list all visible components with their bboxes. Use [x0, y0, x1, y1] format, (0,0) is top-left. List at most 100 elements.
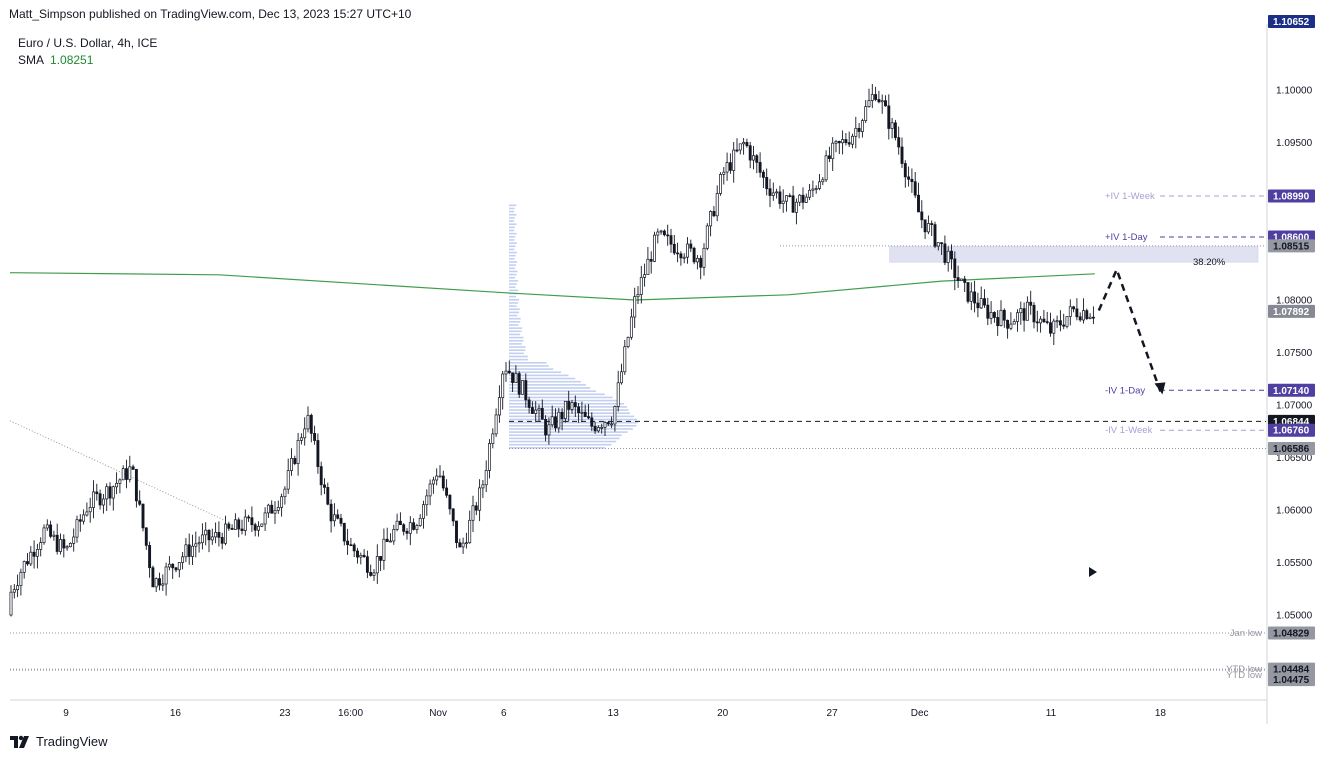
- sma-legend[interactable]: SMA 1.08251: [18, 52, 157, 69]
- candle-body: [877, 99, 881, 103]
- candle-body: [923, 219, 927, 233]
- candle-body: [115, 482, 119, 488]
- candle-body: [507, 370, 511, 374]
- candle: [626, 336, 630, 349]
- badge-bg: [1268, 441, 1315, 455]
- candle: [220, 532, 224, 550]
- candle-body: [32, 551, 36, 557]
- candle: [851, 133, 854, 149]
- candle: [326, 482, 330, 506]
- candle-body: [752, 155, 755, 161]
- candle: [821, 177, 825, 186]
- candle-body: [897, 137, 901, 148]
- candle-body: [722, 171, 726, 175]
- candle: [26, 553, 29, 566]
- candle-body: [72, 536, 76, 544]
- candle: [128, 455, 132, 483]
- badge-text: 1.10652: [1273, 17, 1310, 28]
- tradingview-footer[interactable]: TradingView: [10, 734, 108, 749]
- candle-body: [890, 122, 894, 129]
- candle: [570, 399, 574, 414]
- level-badge: 1.04475: [1268, 673, 1315, 687]
- candle: [897, 126, 901, 155]
- volume-bar: [509, 280, 518, 282]
- candle: [794, 198, 798, 225]
- candle: [1006, 319, 1010, 339]
- candle: [748, 141, 752, 169]
- candle-body: [356, 550, 359, 558]
- candle-body: [438, 475, 442, 478]
- candle: [524, 373, 528, 408]
- candle-body: [12, 589, 16, 593]
- badge-text: 1.08515: [1273, 241, 1310, 252]
- volume-bar: [509, 437, 620, 440]
- candle: [669, 228, 673, 253]
- candle-body: [1042, 318, 1046, 323]
- level-badge: 1.07140: [1268, 383, 1315, 397]
- volume-bar: [509, 217, 515, 219]
- candle-body: [105, 486, 109, 500]
- volume-bar: [509, 399, 620, 402]
- candle: [989, 301, 993, 325]
- time-tick-label: 27: [827, 708, 839, 719]
- badge-text: 1.08990: [1273, 192, 1310, 203]
- candle: [68, 542, 72, 548]
- candle: [290, 448, 293, 476]
- candle: [174, 566, 178, 573]
- candle-body: [200, 534, 204, 544]
- candle: [1025, 296, 1029, 321]
- volume-bar: [509, 421, 638, 424]
- candle-body: [1032, 304, 1036, 323]
- badge-text: 1.04475: [1273, 675, 1310, 686]
- candle-body: [1035, 321, 1039, 324]
- level-badge: 1.08515: [1268, 239, 1315, 253]
- candle-body: [187, 544, 191, 557]
- candle-body: [184, 544, 188, 558]
- price-axis[interactable]: 1.100001.095001.090001.085001.080001.075…: [1276, 86, 1313, 622]
- candle-body: [596, 427, 600, 432]
- candle: [108, 482, 112, 506]
- candle: [306, 406, 310, 433]
- symbol-title[interactable]: Euro / U.S. Dollar, 4h, ICE: [18, 36, 158, 50]
- candle-body: [649, 258, 653, 262]
- candle: [141, 503, 145, 532]
- candle: [771, 182, 775, 201]
- candle-body: [125, 468, 128, 480]
- candle: [507, 360, 511, 375]
- candle-body: [167, 563, 171, 568]
- candle-body: [197, 542, 201, 545]
- candle-body: [917, 194, 920, 213]
- candle-body: [273, 509, 277, 514]
- candle: [42, 524, 46, 545]
- candle: [583, 404, 587, 418]
- cursor-arrow-icon: [1089, 567, 1097, 577]
- candle: [151, 565, 155, 588]
- candle-body: [557, 411, 561, 429]
- candle: [761, 169, 765, 188]
- candle-body: [583, 411, 587, 417]
- candle-body: [851, 135, 854, 145]
- candle-body: [788, 195, 792, 197]
- candle: [95, 483, 99, 501]
- candle-body: [441, 475, 445, 489]
- candle: [356, 547, 359, 564]
- candle-body: [362, 554, 366, 558]
- candle-body: [778, 191, 782, 204]
- price-tick-label: 1.10000: [1276, 86, 1313, 97]
- candle-body: [95, 491, 99, 495]
- volume-bar: [509, 286, 516, 288]
- time-axis[interactable]: 9 16 23 16:00 Nov 6 13 20 27 Dec 11 18: [63, 708, 1166, 719]
- price-tick-label: 1.06500: [1276, 453, 1313, 464]
- candle-body: [834, 141, 838, 144]
- volume-bar: [509, 251, 517, 254]
- candle-body: [214, 532, 218, 538]
- candle: [742, 138, 746, 155]
- volume-bar: [509, 311, 520, 314]
- candle-body: [151, 567, 155, 588]
- level-badge: 1.08990: [1268, 189, 1315, 203]
- volume-bar: [509, 425, 637, 427]
- candle-body: [425, 495, 429, 506]
- badge-text: 1.06760: [1273, 426, 1310, 437]
- candle: [963, 275, 967, 292]
